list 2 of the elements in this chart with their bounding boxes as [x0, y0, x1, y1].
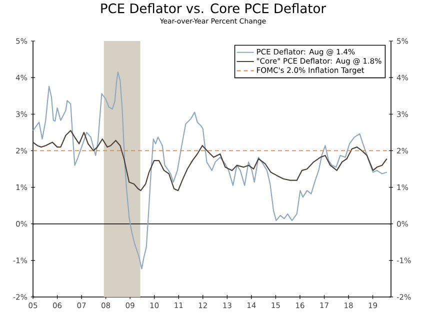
line-series: [32, 130, 388, 192]
chart-title: PCE Deflator vs. Core PCE Deflator: [101, 3, 326, 14]
